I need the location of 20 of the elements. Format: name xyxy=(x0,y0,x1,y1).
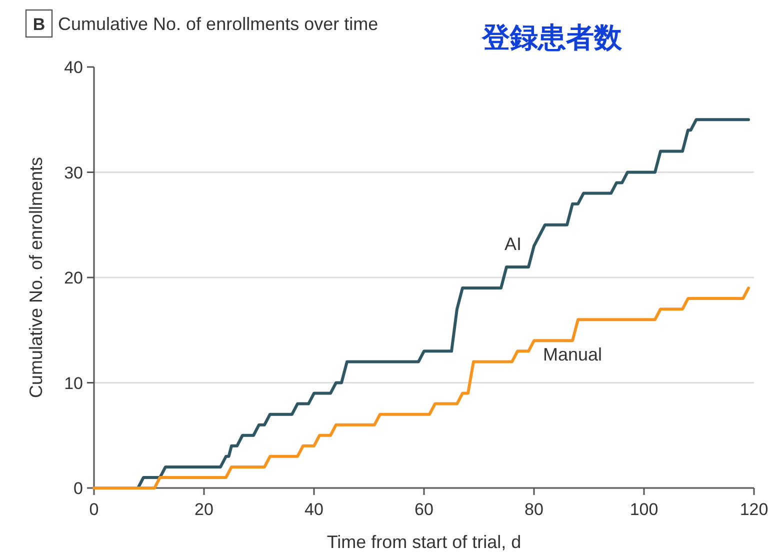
x-tick-label: 120 xyxy=(740,500,768,519)
x-tick-label: 20 xyxy=(194,500,214,519)
series-label: Manual xyxy=(543,344,602,365)
x-axis-title: Time from start of trial, d xyxy=(326,532,522,552)
y-tick-label: 10 xyxy=(64,374,83,393)
series-label: AI xyxy=(504,234,522,254)
line-series xyxy=(92,286,750,490)
y-tick-label: 40 xyxy=(64,58,83,77)
y-tick-label: 0 xyxy=(74,479,83,498)
y-tick-label: 30 xyxy=(64,163,83,182)
x-tick-label: 60 xyxy=(414,500,434,519)
chart-title: Cumulative No. of enrollments over time xyxy=(58,14,378,34)
text: 登録患者数 xyxy=(481,22,623,53)
y-tick-label: 20 xyxy=(64,268,83,288)
y-axis-title: Cumulative No. of enrollments xyxy=(26,156,46,398)
x-tick-label: 80 xyxy=(524,500,544,519)
x-tick-label: 0 xyxy=(89,500,99,519)
text: B xyxy=(32,15,46,34)
x-tick-label: 40 xyxy=(304,500,324,519)
x-tick-label: 100 xyxy=(630,500,658,519)
